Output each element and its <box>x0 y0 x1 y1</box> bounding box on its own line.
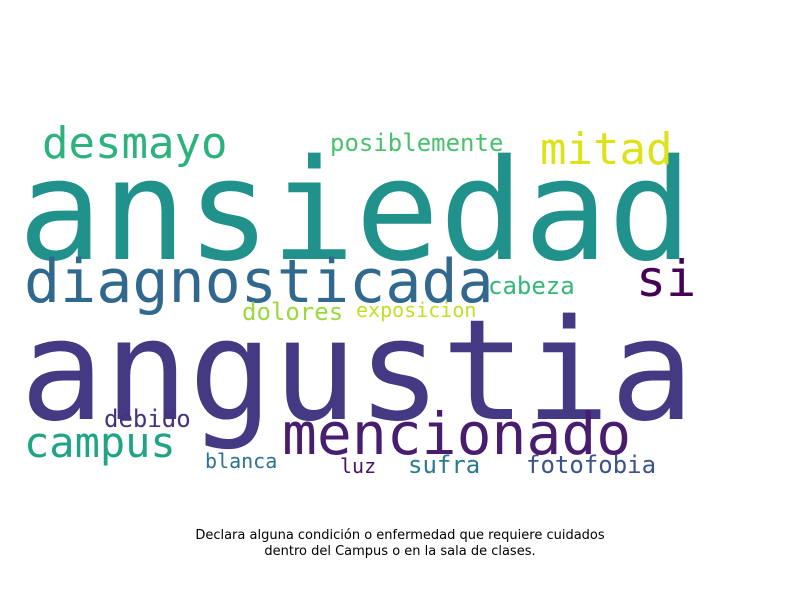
word-mitad: mitad <box>540 124 673 175</box>
word-cabeza: cabeza <box>488 272 575 300</box>
word-posiblemente: posiblemente <box>330 129 504 157</box>
word-sufra: sufra <box>408 451 481 479</box>
word-luz: luz <box>340 454 377 478</box>
word-angustia: angustia <box>20 290 695 453</box>
caption-line-1: Declara alguna condición o enfermedad qu… <box>195 528 605 543</box>
caption: Declara alguna condición o enfermedad qu… <box>0 528 800 560</box>
word-diagnosticada: diagnosticada <box>24 247 494 317</box>
caption-line-2: dentro del Campus o en la sala de clases… <box>264 544 536 559</box>
word-dolores: dolores <box>242 298 344 326</box>
word-exposicion: exposicion <box>356 298 477 322</box>
word-si: si <box>636 250 697 308</box>
word-mencionado: mencionado <box>282 400 632 468</box>
word-blanca: blanca <box>205 449 278 473</box>
word-ansiedad: ansiedad <box>18 130 693 293</box>
word-desmayo: desmayo <box>42 118 228 169</box>
word-campus: campus <box>24 418 176 467</box>
word-fotofobia: fotofobia <box>526 451 657 479</box>
word-debido: debido <box>104 405 191 433</box>
